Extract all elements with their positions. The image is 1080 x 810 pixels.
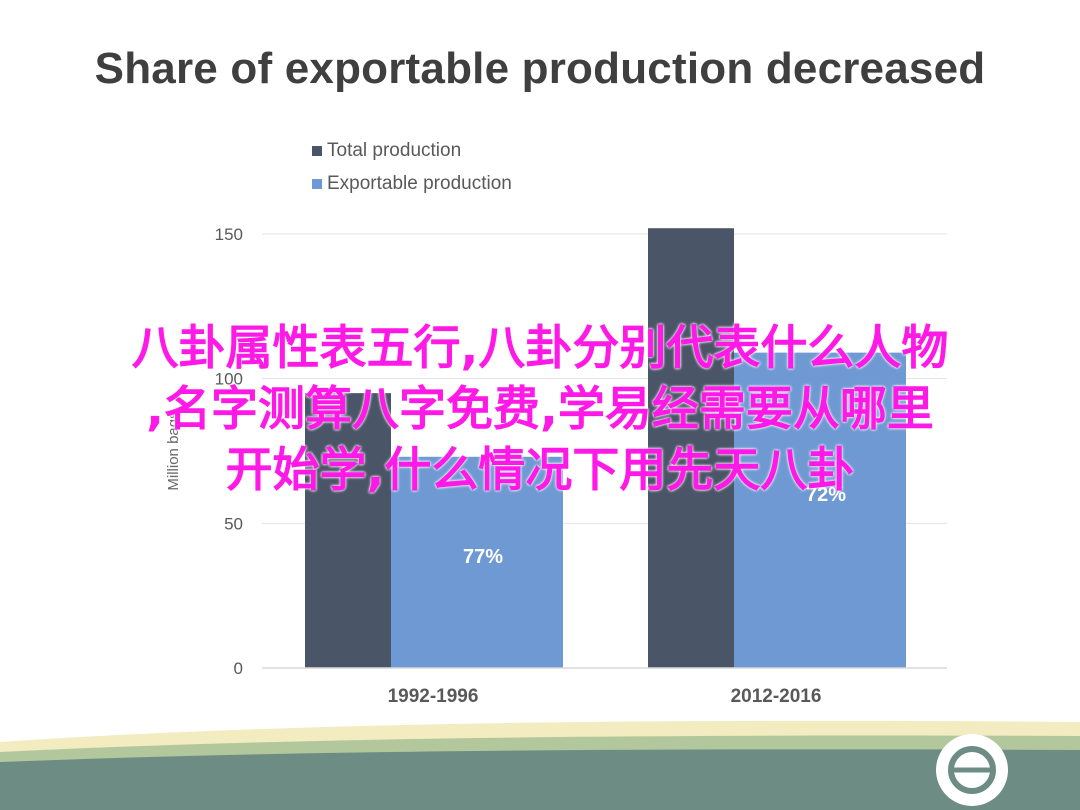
y-tick-label: 50 bbox=[224, 514, 243, 533]
theta-circle-icon-ring bbox=[948, 746, 996, 794]
y-tick-label: 100 bbox=[215, 370, 243, 389]
legend-label: Total production bbox=[327, 140, 461, 161]
bar-exportable-production bbox=[734, 352, 906, 668]
bar-exportable-production bbox=[391, 456, 563, 668]
slide-title: Share of exportable production decreased bbox=[94, 44, 986, 93]
data-label: 72% bbox=[806, 484, 846, 506]
x-tick-label: 2012-2016 bbox=[731, 686, 822, 707]
legend-label: Exportable production bbox=[327, 173, 512, 194]
overlay-text: 八卦属性表五行,八卦分别代表什么人物 ,名字测算八字免费,学易经需要从哪里 开始… bbox=[0, 318, 1080, 501]
overlay-line-3: 开始学,什么情况下用先天八卦 bbox=[225, 443, 855, 498]
y-axis-label: Million bags bbox=[165, 411, 182, 490]
overlay-line-1: 八卦属性表五行,八卦分别代表什么人物 bbox=[131, 321, 949, 376]
bar-total-production bbox=[305, 393, 391, 668]
legend-swatch bbox=[312, 179, 322, 189]
x-tick-label: 1992-1996 bbox=[388, 686, 479, 707]
overlay-line-2: ,名字测算八字免费,学易经需要从哪里 bbox=[146, 382, 934, 437]
footer-wave-dark bbox=[0, 749, 1080, 810]
y-tick-label: 150 bbox=[215, 225, 243, 244]
bar-total-production bbox=[648, 228, 734, 669]
y-tick-label: 0 bbox=[234, 659, 243, 678]
data-label: 77% bbox=[463, 546, 503, 568]
legend-swatch bbox=[312, 146, 322, 156]
